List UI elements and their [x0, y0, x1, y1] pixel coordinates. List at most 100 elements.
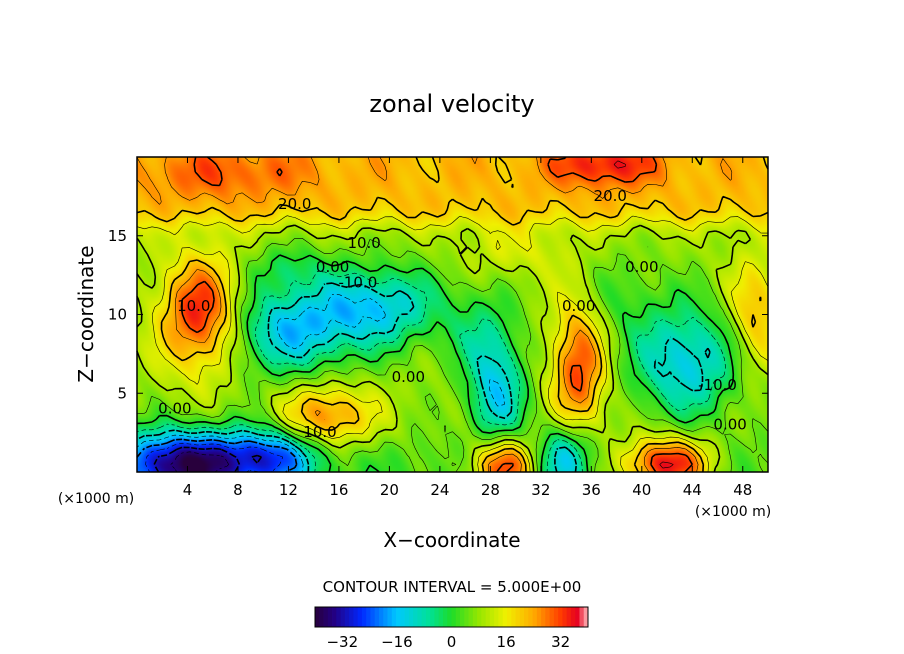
colorbar-swatch — [370, 607, 376, 627]
colorbar-tick-label: 16 — [497, 633, 516, 651]
colorbar-swatch — [558, 607, 563, 627]
contour-label: 0.00 — [158, 400, 191, 418]
contour-lines — [136, 156, 769, 473]
x-tick-label: 48 — [733, 481, 752, 499]
contour-label: 0.00 — [713, 415, 746, 433]
colorbar-swatch — [485, 607, 491, 627]
colorbar-swatch — [494, 607, 499, 627]
x-tick-label: 20 — [380, 481, 399, 499]
contour-label: 0.00 — [562, 297, 595, 315]
colorbar-swatch — [408, 607, 414, 627]
contour-label: 0.00 — [392, 368, 425, 386]
colorbar-swatch — [417, 607, 423, 627]
colorbar-swatch — [511, 607, 516, 627]
contour-line — [136, 282, 711, 473]
colorbar-swatch — [357, 607, 363, 627]
colorbar-tick-label: −32 — [326, 633, 358, 651]
colorbar-swatch — [336, 607, 341, 627]
colorbar-swatch — [579, 607, 585, 627]
contour-line — [613, 160, 674, 469]
colorbar-swatch — [515, 607, 521, 627]
x-tick-label: 40 — [632, 481, 651, 499]
colorbar-swatch — [374, 607, 380, 627]
x-tick-label: 16 — [329, 481, 348, 499]
x-tick-label: 4 — [183, 481, 193, 499]
x-right-unit-label: (×1000 m) — [695, 504, 771, 520]
colorbar — [314, 606, 589, 628]
colorbar-swatch — [549, 607, 555, 627]
colorbar-swatch — [344, 607, 350, 627]
colorbar-swatch — [506, 607, 512, 627]
contour-label: 10.0 — [177, 297, 210, 315]
y-tick-label: 15 — [108, 227, 127, 245]
colorbar-swatch — [332, 607, 337, 627]
colorbar-swatch — [575, 607, 580, 627]
contour-label: 10.0 — [303, 423, 336, 441]
contour-line — [136, 254, 735, 473]
colorbar-swatch — [481, 607, 487, 627]
colorbar-swatch — [378, 607, 384, 627]
colorbar-swatch — [536, 607, 542, 627]
contour-label: 20.0 — [278, 195, 311, 213]
colorbar-swatch — [532, 607, 538, 627]
colorbar-swatch — [524, 607, 529, 627]
colorbar-swatch — [468, 607, 474, 627]
colorbar-swatch — [451, 607, 457, 627]
colorbar-swatch — [361, 607, 367, 627]
contour-line — [136, 271, 726, 473]
x-tick-label: 24 — [430, 481, 449, 499]
colorbar-swatch — [583, 607, 589, 627]
colorbar-swatch — [545, 607, 551, 627]
contour-label: 20.0 — [594, 187, 627, 205]
colorbar-swatch — [323, 607, 329, 627]
colorbar-swatch — [400, 607, 405, 627]
x-tick-label: 8 — [233, 481, 243, 499]
colorbar-swatch — [396, 607, 401, 627]
colorbar-swatch — [477, 607, 482, 627]
colorbar-swatch — [340, 607, 346, 627]
colorbar-tick-label: −16 — [381, 633, 413, 651]
x-tick-label: 28 — [481, 481, 500, 499]
velocity-field-raster — [137, 157, 768, 472]
colorbar-swatch — [366, 607, 371, 627]
colorbar-swatch — [315, 607, 320, 627]
colorbar-swatch — [421, 607, 427, 627]
colorbar-swatch — [391, 607, 397, 627]
colorbar-swatch — [570, 607, 576, 627]
colorbar-swatch — [464, 607, 469, 627]
colorbar-swatch — [455, 607, 461, 627]
contour-line — [153, 446, 263, 473]
y-axis-ticks: 5 10 15 — [108, 227, 768, 402]
contour-line — [136, 238, 769, 473]
colorbar-swatch — [498, 607, 504, 627]
y-tick-label: 10 — [108, 306, 127, 324]
colorbar-ticks: −32 −16 0 16 32 — [326, 633, 570, 651]
colorbar-swatch — [434, 607, 440, 627]
colorbar-tick-label: 32 — [551, 633, 570, 651]
colorbar-swatch — [528, 607, 533, 627]
colorbar-swatch — [353, 607, 359, 627]
chart-title: zonal velocity — [369, 90, 534, 118]
colorbar-swatch — [327, 607, 333, 627]
colorbar-swatch — [562, 607, 568, 627]
colorbar-swatch — [519, 607, 525, 627]
contour-label: 10.0 — [347, 234, 380, 252]
colorbar-swatch — [387, 607, 393, 627]
contour-label: 0.00 — [625, 258, 658, 276]
x-tick-label: 44 — [683, 481, 702, 499]
colorbar-swatch — [349, 607, 354, 627]
colorbar-swatch — [502, 607, 508, 627]
contour-interval-label: CONTOUR INTERVAL = 5.000E+00 — [323, 578, 582, 596]
contour-label: -10.0 — [338, 274, 377, 292]
y-axis-label: Z−coordinate — [74, 245, 98, 382]
x-left-unit-label: (×1000 m) — [58, 491, 134, 507]
contour-line — [136, 156, 769, 473]
x-axis-label: X−coordinate — [383, 528, 520, 552]
colorbar-swatch — [430, 607, 435, 627]
colorbar-swatch — [413, 607, 418, 627]
colorbar-swatch — [566, 607, 572, 627]
x-tick-label: 32 — [531, 481, 550, 499]
